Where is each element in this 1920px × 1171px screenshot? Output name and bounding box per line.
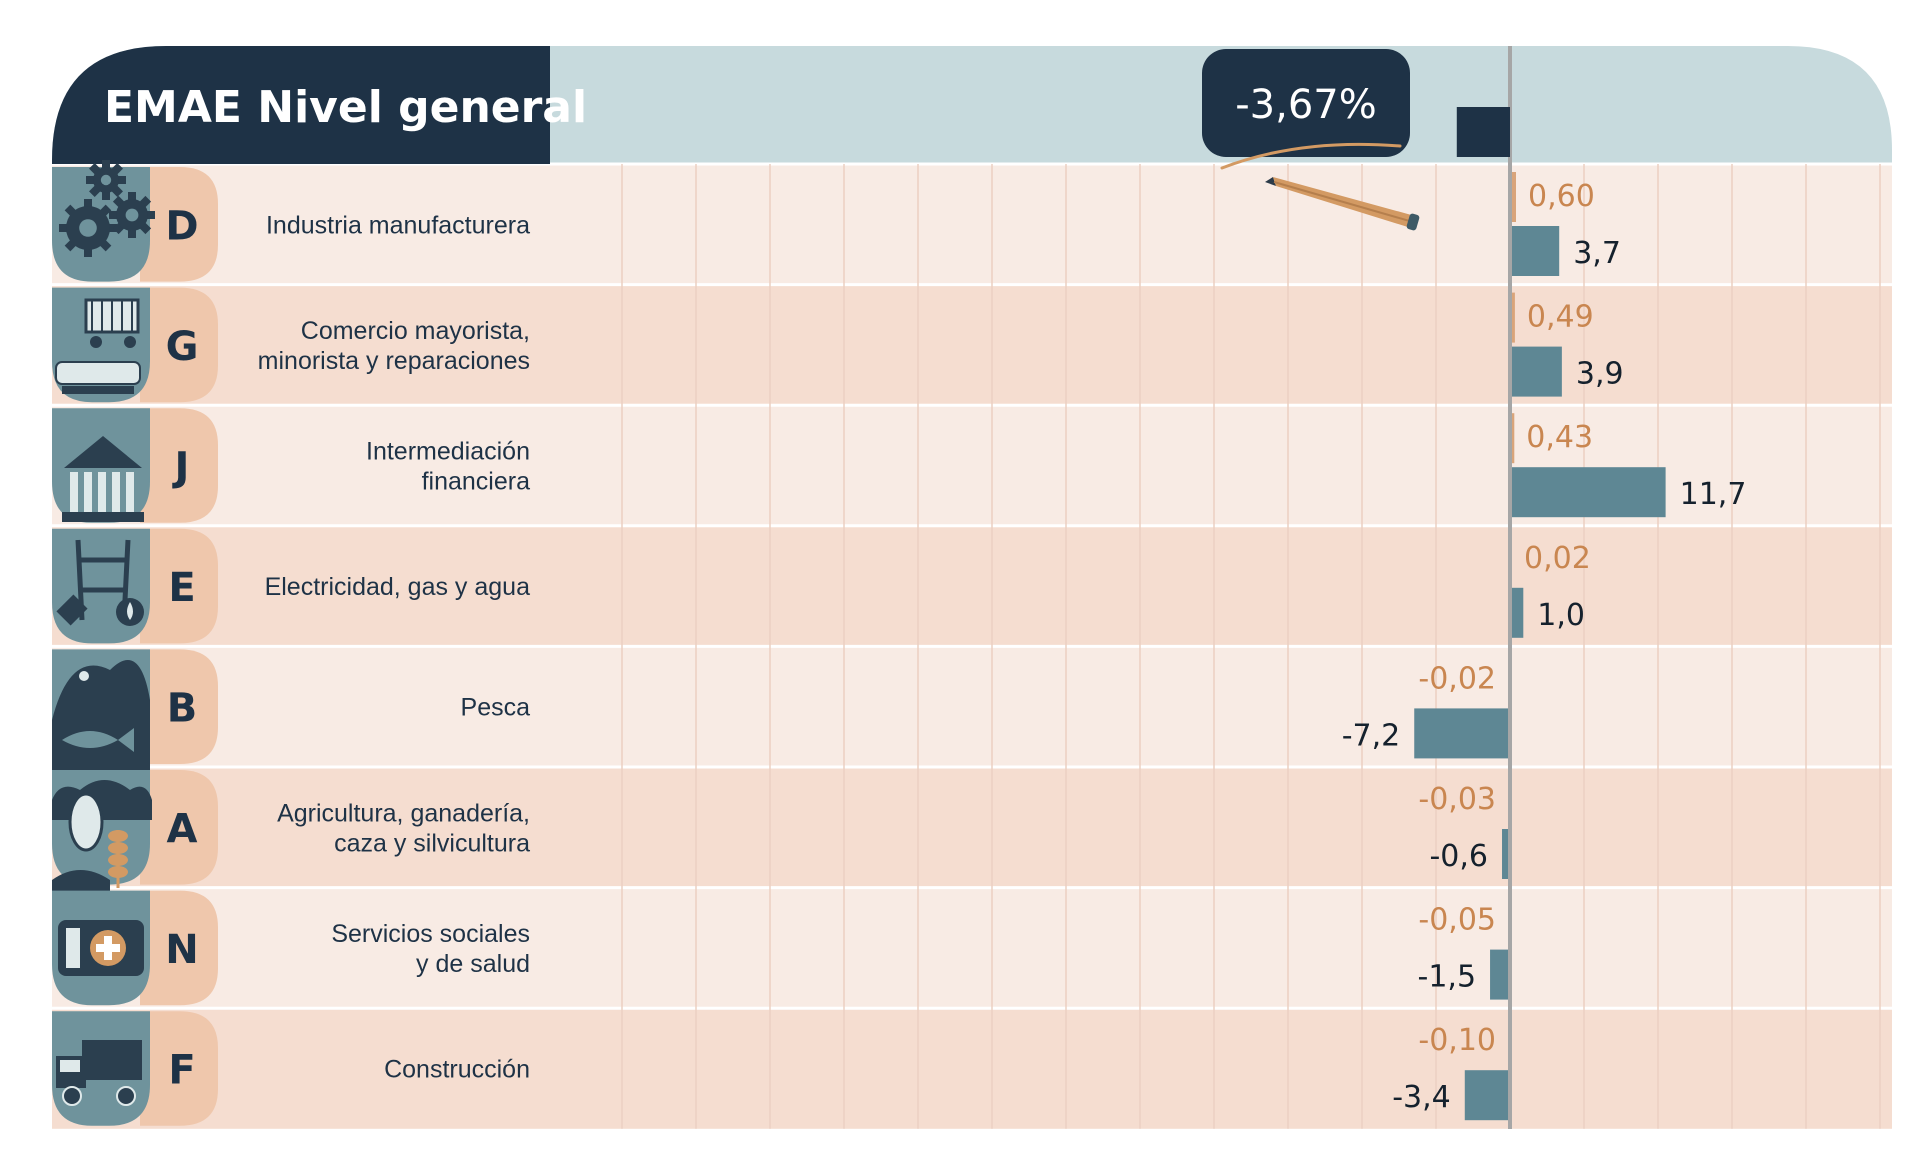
category-code: F xyxy=(168,1048,195,1094)
power-tower-icon xyxy=(52,528,150,644)
grid-lines xyxy=(621,164,1881,1129)
row-background xyxy=(52,284,1892,406)
category-label: Construcción xyxy=(384,1056,530,1084)
contribution-label: 0,02 xyxy=(1524,541,1591,576)
row-background xyxy=(52,525,1892,647)
variation-label: 3,7 xyxy=(1573,236,1621,271)
category-code: N xyxy=(165,927,198,973)
category-label: Comercio mayorista, xyxy=(301,317,530,345)
cow-wheat-icon xyxy=(52,770,152,892)
category-letter-tab xyxy=(140,287,218,403)
row-background xyxy=(52,164,1892,285)
gears-icon xyxy=(52,160,155,282)
category-icons xyxy=(52,160,218,1126)
variation-bar xyxy=(1414,708,1510,759)
row-background xyxy=(52,646,1892,767)
variation-label: -1,5 xyxy=(1418,960,1477,995)
row-backgrounds xyxy=(52,162,1892,1129)
contribution-bar xyxy=(1510,172,1516,222)
title-box xyxy=(52,46,550,164)
total-label: -3,67% xyxy=(1235,82,1377,128)
category-label: Intermediación xyxy=(366,438,530,466)
contribution-label: -0,02 xyxy=(1418,661,1496,696)
category-letter-tab xyxy=(140,1011,218,1126)
variation-label: 3,9 xyxy=(1576,357,1624,392)
variation-bar xyxy=(1490,949,1510,1000)
category-label: Agricultura, ganadería, xyxy=(277,799,530,827)
total-badge-box xyxy=(1202,49,1410,157)
row-background xyxy=(52,887,1892,1009)
shopping-cart-icon xyxy=(52,287,150,403)
category-code: B xyxy=(167,686,198,732)
variation-label: -7,2 xyxy=(1342,718,1401,753)
variation-label: -0,6 xyxy=(1429,839,1488,874)
contribution-bar xyxy=(1510,292,1515,343)
variation-label: 11,7 xyxy=(1680,477,1747,512)
category-label: Pesca xyxy=(461,694,531,722)
category-letter-tab xyxy=(140,528,218,644)
contribution-bar xyxy=(1510,413,1515,464)
contribution-label: 0,49 xyxy=(1527,300,1594,335)
chart-title: EMAE Nivel general xyxy=(104,82,587,133)
category-code: G xyxy=(166,324,199,370)
medical-kit-icon xyxy=(52,890,150,1006)
contribution-label: 0,43 xyxy=(1526,420,1593,455)
truck-icon xyxy=(52,1011,150,1126)
category-letter-tab xyxy=(140,770,218,885)
total-badge: -3,67% xyxy=(1202,49,1410,170)
variation-label: -3,4 xyxy=(1392,1080,1451,1115)
category-code: E xyxy=(168,565,195,611)
variation-bar xyxy=(1510,226,1560,276)
category-letter-tab xyxy=(140,167,218,282)
category-code: A xyxy=(167,806,198,852)
row-background xyxy=(52,1008,1892,1129)
category-letter-tab xyxy=(140,890,218,1006)
category-label: y de salud xyxy=(416,950,530,978)
category-labels: D Industria manufacturera G Comercio mayori… xyxy=(165,203,530,1093)
pencil-icon xyxy=(1265,177,1420,231)
variation-bar xyxy=(1502,829,1510,879)
variation-label: 1,0 xyxy=(1537,598,1585,633)
category-label: minorista y reparaciones xyxy=(258,347,530,375)
total-value-bar xyxy=(1456,107,1510,157)
variation-bar xyxy=(1510,587,1524,638)
fish-hook-icon xyxy=(52,649,150,770)
bars: 0,60 3,7 0,49 3,9 0,43 11,7 0,02 1,0 -0,02 -7,2 -0… xyxy=(1342,172,1747,1121)
contribution-label: 0,60 xyxy=(1528,179,1595,214)
category-letter-tab xyxy=(140,408,218,523)
category-code: J xyxy=(172,445,190,491)
category-label: Servicios sociales xyxy=(331,920,530,948)
category-label: caza y silvicultura xyxy=(334,829,530,857)
category-letter-tab xyxy=(140,649,218,764)
variation-bar xyxy=(1510,346,1562,397)
variation-bar xyxy=(1464,1070,1510,1121)
category-label: Electricidad, gas y agua xyxy=(265,573,531,601)
variation-bar xyxy=(1510,467,1666,518)
contribution-label: -0,10 xyxy=(1418,1023,1496,1058)
underline-stroke xyxy=(1220,142,1402,170)
category-code: D xyxy=(165,203,198,249)
row-background xyxy=(52,767,1892,888)
category-label: Industria manufacturera xyxy=(266,211,530,239)
contribution-label: -0,05 xyxy=(1418,903,1496,938)
contribution-label: -0,03 xyxy=(1418,782,1496,817)
category-label: financiera xyxy=(422,468,530,496)
bank-icon xyxy=(52,408,150,523)
